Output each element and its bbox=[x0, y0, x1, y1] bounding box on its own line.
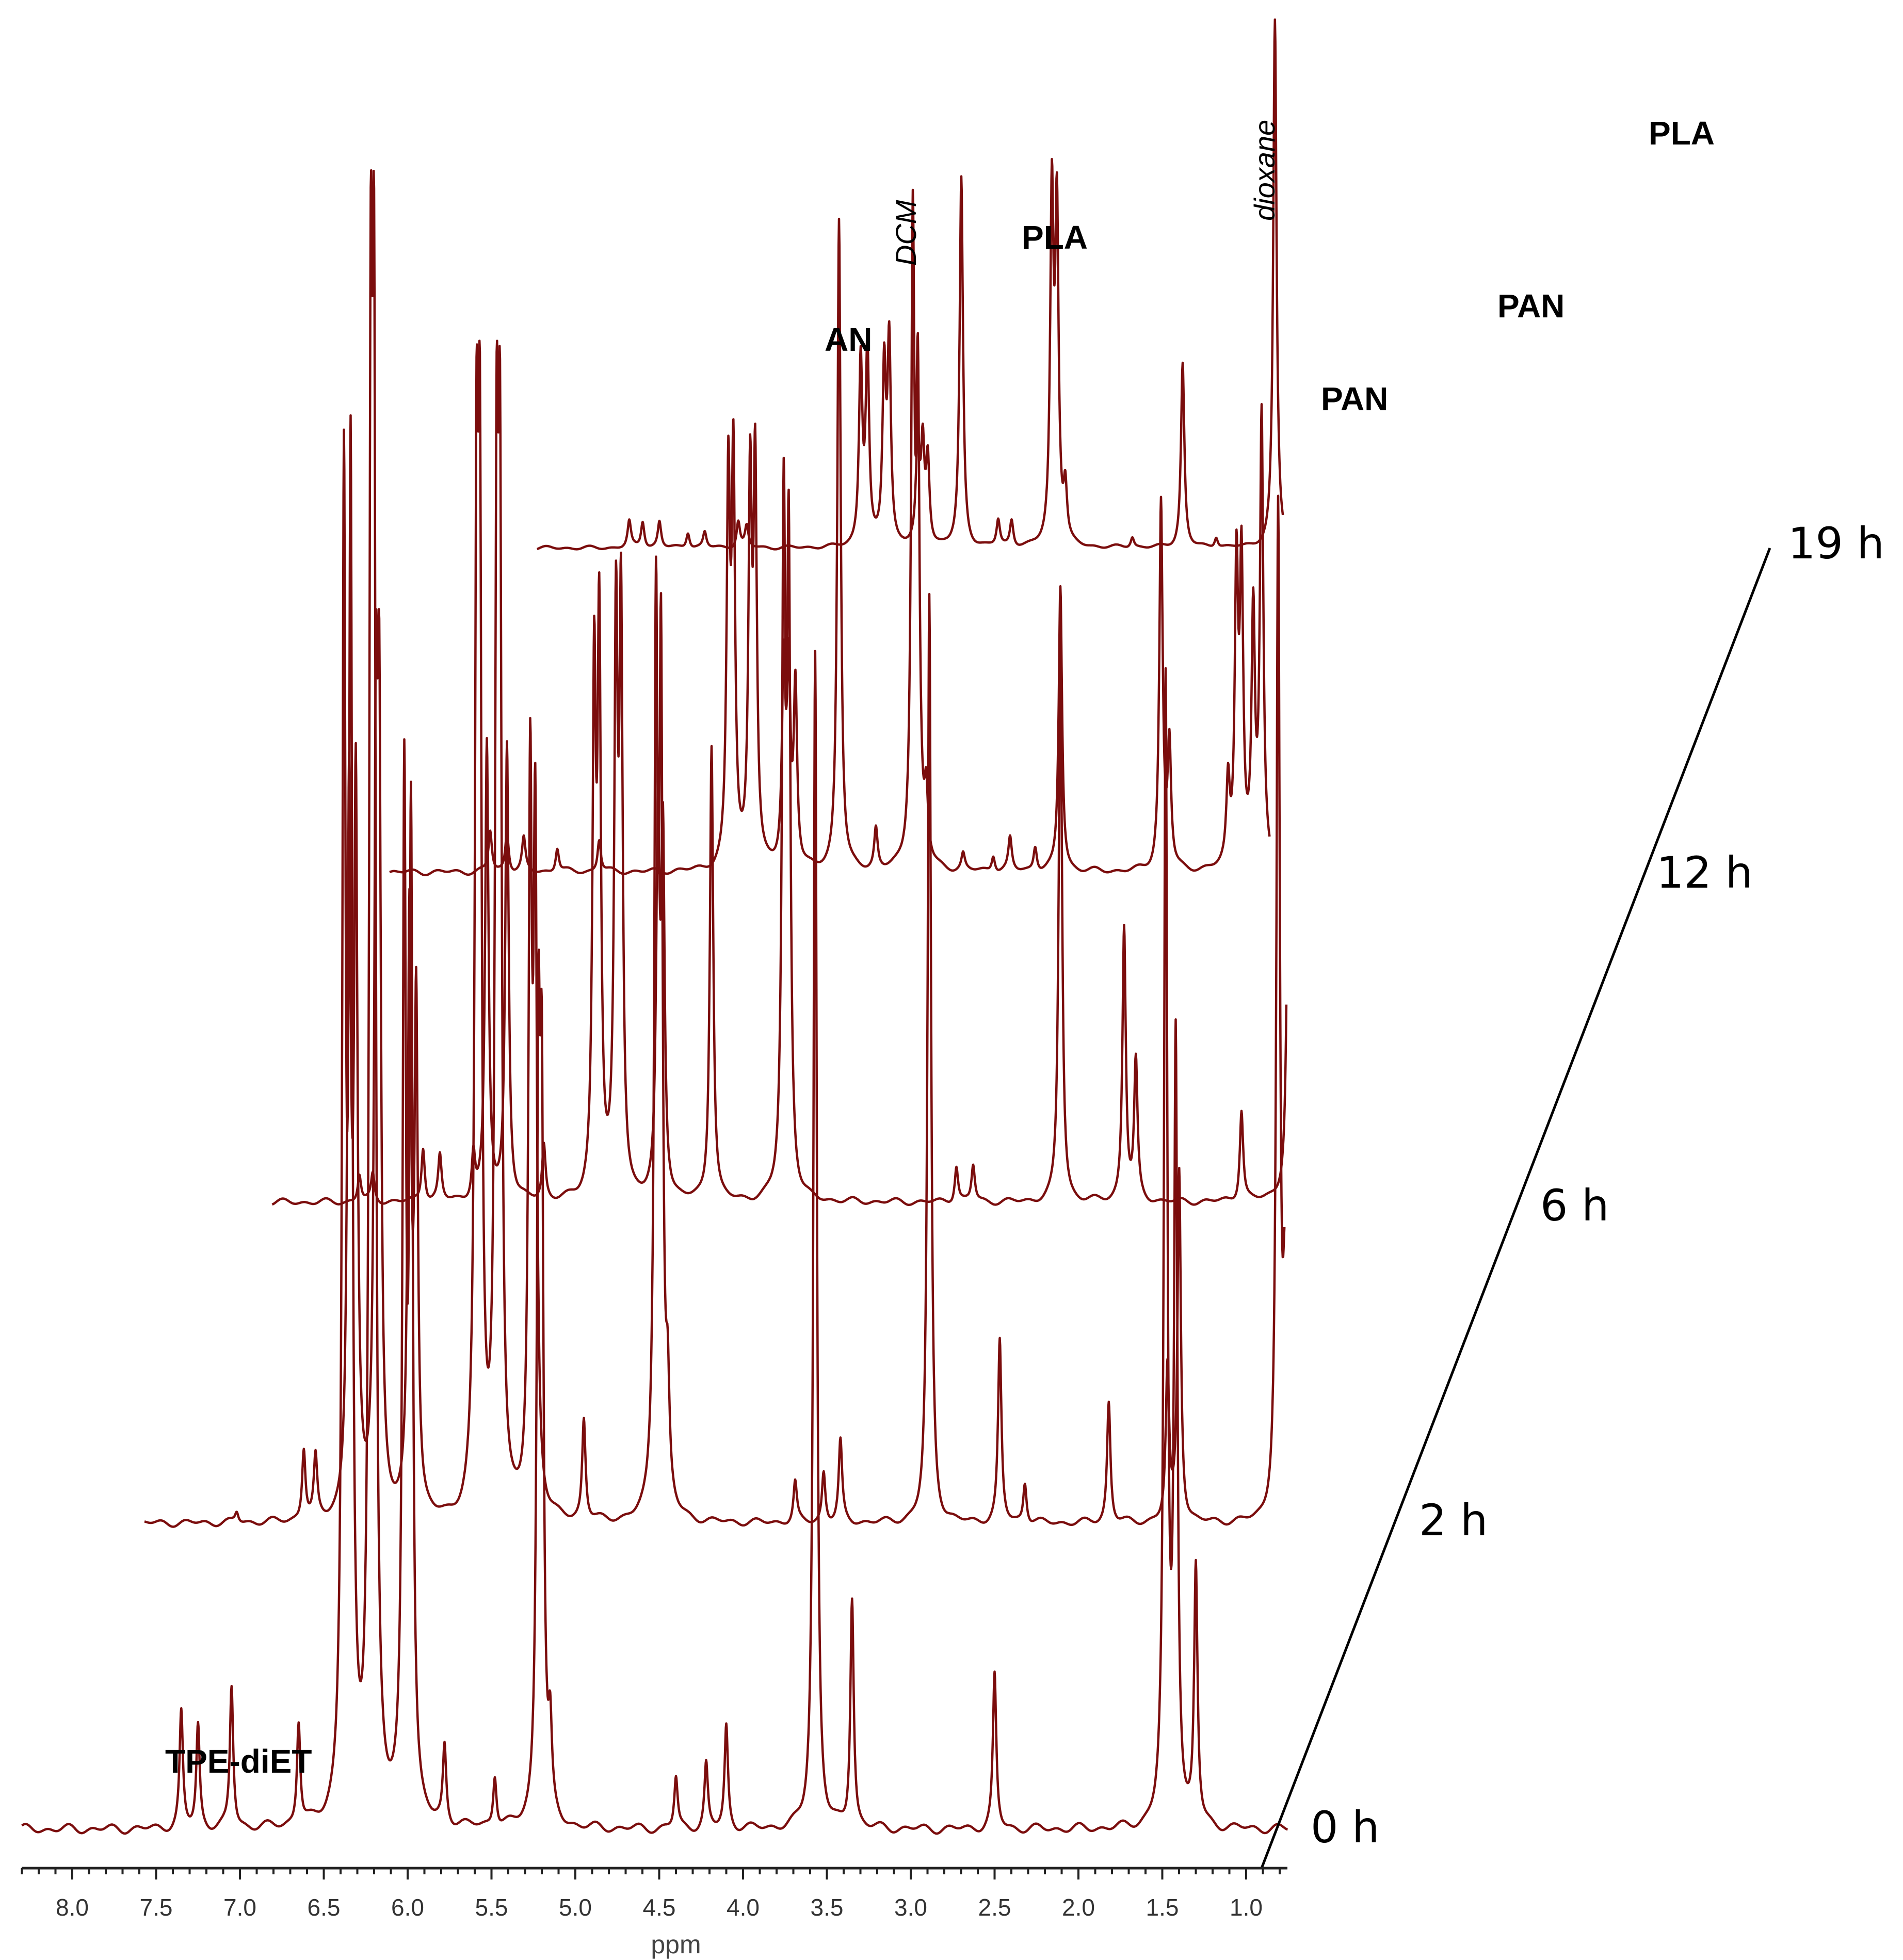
x-tick-label: 7.0 bbox=[223, 1894, 256, 1921]
annotation-an: AN bbox=[825, 321, 872, 358]
spectrum-trace-19h bbox=[536, 18, 1284, 551]
time-label-12h: 12 h bbox=[1656, 847, 1753, 898]
time-label-2h: 2 h bbox=[1419, 1495, 1488, 1546]
annotation-dcm: DCM bbox=[890, 200, 922, 266]
time-label-6h: 6 h bbox=[1540, 1180, 1609, 1231]
x-tick-label: 6.5 bbox=[308, 1894, 341, 1921]
x-tick-label: 6.0 bbox=[391, 1894, 424, 1921]
x-tick-label: 2.0 bbox=[1062, 1894, 1095, 1921]
x-tick-label: 1.5 bbox=[1146, 1894, 1179, 1921]
time-label-19h: 19 h bbox=[1788, 518, 1884, 569]
x-tick-label: 8.0 bbox=[56, 1894, 89, 1921]
x-axis: 8.0 7.5 7.0 6.5 6.0 5.5 5.0 4.5 4.0 3.5 3.0 2.5 2.0 1… bbox=[21, 1867, 1287, 1959]
spectrum-trace-12h bbox=[389, 188, 1271, 877]
annotation-dioxane: dioxane bbox=[1248, 120, 1281, 221]
x-tick-label: 7.5 bbox=[140, 1894, 173, 1921]
annotation-pla-1: PLA bbox=[1022, 219, 1088, 256]
annotation-pan-2: PAN bbox=[1497, 287, 1565, 325]
annotation-pan-1: PAN bbox=[1321, 380, 1388, 417]
spectrum-trace-0h bbox=[21, 169, 1288, 1835]
x-tick-label: 2.5 bbox=[978, 1894, 1011, 1921]
x-axis-ticks: 8.0 7.5 7.0 6.5 6.0 5.5 5.0 4.5 4.0 3.5 3.0 2.5 2.0 1… bbox=[21, 1868, 1281, 1921]
spectrum-trace-6h bbox=[271, 457, 1288, 1207]
x-tick-label: 4.0 bbox=[727, 1894, 760, 1921]
x-tick-label: 3.5 bbox=[811, 1894, 844, 1921]
x-tick-label: 5.5 bbox=[475, 1894, 508, 1921]
time-label-0h: 0 h bbox=[1311, 1802, 1379, 1853]
spectrum-trace-2h bbox=[143, 340, 1286, 1528]
x-tick-label: 3.0 bbox=[894, 1894, 927, 1921]
annotation-pla-2: PLA bbox=[1649, 115, 1715, 152]
time-axis-line bbox=[1260, 548, 1771, 1869]
x-tick-label: 4.5 bbox=[643, 1894, 676, 1921]
x-tick-label: 1.0 bbox=[1230, 1894, 1263, 1921]
x-axis-title: ppm bbox=[651, 1930, 701, 1959]
annotation-tpe-diet: TPE-diET bbox=[165, 1743, 312, 1780]
x-tick-label: 5.0 bbox=[559, 1894, 592, 1921]
spectra-traces bbox=[21, 18, 1288, 1835]
